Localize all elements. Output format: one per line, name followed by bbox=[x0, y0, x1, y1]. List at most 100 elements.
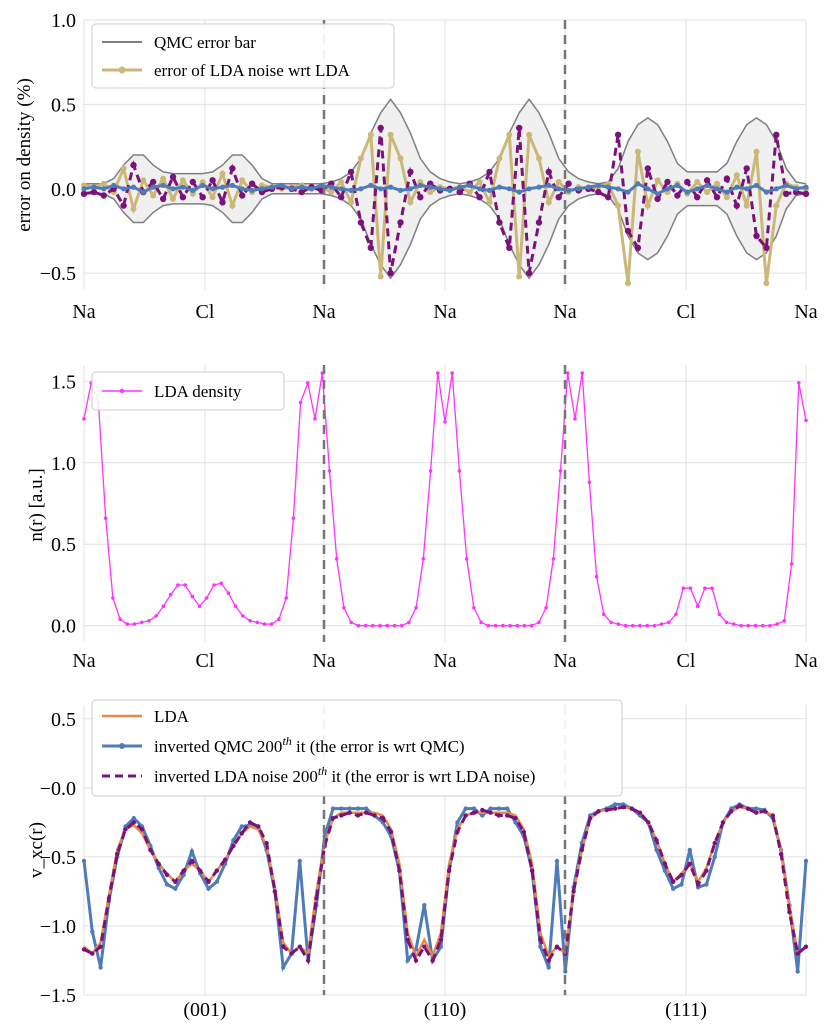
inverted-lda-noise-vxc-point bbox=[654, 838, 659, 843]
lda-density-point bbox=[168, 592, 173, 597]
inverted-lda-noise-error-point bbox=[209, 177, 216, 184]
inverted-qmc-vxc-point bbox=[239, 824, 244, 829]
lda-noise-error-point bbox=[229, 202, 236, 209]
lda-noise-error-point bbox=[625, 280, 631, 287]
p3-ylabel: v_xc(r) bbox=[26, 822, 47, 878]
lda-noise-error-point bbox=[367, 131, 374, 138]
inverted-qmc-vxc-point bbox=[704, 882, 709, 887]
lda-noise-error-point bbox=[773, 202, 780, 209]
inverted-lda-noise-vxc-point bbox=[139, 827, 145, 832]
inverted-qmc-error-point bbox=[635, 181, 641, 187]
inverted-qmc-vxc-point bbox=[554, 858, 560, 864]
lda-density-point bbox=[551, 557, 556, 561]
inverted-lda-noise-vxc-point bbox=[778, 851, 784, 857]
inverted-qmc-vxc-point bbox=[513, 820, 518, 825]
inverted-lda-noise-vxc-point bbox=[646, 820, 651, 825]
lda-density-point bbox=[450, 371, 455, 375]
lda-density-point bbox=[580, 371, 584, 375]
inverted-qmc-error-point bbox=[595, 182, 601, 188]
lda-density-point bbox=[436, 371, 440, 375]
inverted-lda-noise-vxc-point bbox=[770, 813, 775, 818]
inverted-qmc-error-point bbox=[585, 184, 592, 190]
inverted-qmc-error-point bbox=[121, 186, 127, 192]
inverted-lda-noise-error-point bbox=[397, 219, 404, 226]
inverted-lda-noise-vxc-point bbox=[538, 937, 543, 942]
inverted-lda-noise-error-point bbox=[713, 194, 721, 201]
inverted-lda-noise-vxc-point bbox=[596, 809, 601, 814]
inverted-qmc-error-point bbox=[437, 186, 443, 192]
inverted-qmc-vxc-point bbox=[654, 847, 659, 853]
inverted-qmc-vxc-point bbox=[563, 969, 568, 974]
lda-density-point bbox=[140, 620, 144, 625]
inverted-lda-noise-vxc-point bbox=[471, 810, 477, 815]
inverted-qmc-error-point bbox=[496, 184, 502, 190]
inverted-lda-noise-error-point bbox=[802, 190, 810, 197]
lda-density-point bbox=[789, 562, 794, 566]
inverted-lda-noise-vxc-point bbox=[164, 872, 170, 878]
inverted-lda-noise-vxc-point bbox=[206, 879, 211, 884]
legend-label-inverted-qmc: inverted QMC 200th it (the error is wrt … bbox=[154, 734, 465, 756]
p2-xtick-label: Na bbox=[433, 650, 456, 672]
lda-density-point bbox=[804, 418, 808, 423]
p1-xtick-label: Na bbox=[72, 301, 95, 323]
inverted-qmc-error-point bbox=[200, 182, 206, 188]
inverted-lda-noise-vxc-point bbox=[231, 843, 236, 849]
inverted-lda-noise-vxc-point bbox=[554, 944, 560, 949]
inverted-qmc-error-point bbox=[81, 186, 87, 192]
p2-legend-box bbox=[91, 371, 285, 411]
inverted-lda-noise-vxc-point bbox=[106, 896, 112, 901]
inverted-lda-noise-vxc-point bbox=[662, 861, 668, 866]
inverted-lda-noise-vxc-point bbox=[156, 861, 161, 866]
inverted-lda-noise-error-point bbox=[90, 188, 98, 196]
lda-density-point bbox=[775, 622, 779, 626]
inverted-qmc-vxc-point bbox=[339, 806, 344, 811]
inverted-qmc-error-point bbox=[358, 186, 364, 192]
inverted-lda-noise-vxc-point bbox=[115, 851, 120, 857]
p1-xtick-label: Na bbox=[312, 301, 335, 323]
inverted-qmc-error-point bbox=[477, 186, 483, 192]
inverted-lda-noise-error-point bbox=[239, 192, 246, 199]
inverted-lda-noise-error-point bbox=[367, 244, 374, 251]
inverted-qmc-vxc-point bbox=[712, 854, 717, 860]
inverted-qmc-error-point bbox=[605, 184, 611, 190]
inverted-lda-noise-vxc-point bbox=[529, 868, 535, 873]
inverted-lda-noise-error-point bbox=[595, 188, 602, 196]
p1-xtick-label: Na bbox=[794, 301, 817, 323]
inverted-lda-noise-error-point bbox=[407, 168, 414, 176]
lda-noise-error-point bbox=[486, 199, 493, 206]
inverted-qmc-error-point bbox=[289, 186, 295, 192]
lda-density-point bbox=[248, 619, 252, 623]
lda-density-point bbox=[667, 620, 671, 625]
inverted-qmc-error-point bbox=[694, 186, 700, 192]
inverted-lda-noise-error-point bbox=[387, 269, 394, 277]
inverted-lda-noise-error-point bbox=[476, 194, 483, 201]
inverted-lda-noise-error-point bbox=[743, 165, 750, 172]
p2-xtick-label: Na bbox=[72, 650, 95, 672]
lda-density-point bbox=[378, 623, 382, 628]
lda-density-point bbox=[609, 620, 613, 625]
p3-xcategory-label: (001) bbox=[183, 999, 226, 1021]
lda-density-point bbox=[717, 612, 722, 617]
inverted-lda-noise-vxc-point bbox=[372, 813, 377, 818]
inverted-qmc-vxc-point bbox=[131, 816, 136, 821]
p1-ytick-label: −0.5 bbox=[40, 263, 76, 285]
inverted-qmc-vxc-point bbox=[471, 806, 477, 811]
inverted-lda-noise-vxc-point bbox=[588, 816, 593, 821]
inverted-lda-noise-vxc-point bbox=[687, 861, 692, 866]
inverted-lda-noise-vxc-point bbox=[729, 809, 734, 814]
inverted-qmc-error-point bbox=[130, 184, 137, 190]
inverted-qmc-error-point bbox=[615, 186, 621, 192]
inverted-lda-noise-error-point bbox=[694, 194, 701, 201]
inverted-lda-noise-error-point bbox=[605, 194, 612, 201]
inverted-lda-noise-error-point bbox=[614, 131, 622, 138]
lda-density-point bbox=[746, 623, 750, 628]
lda-density-point bbox=[132, 622, 137, 626]
inverted-lda-noise-error-point bbox=[624, 227, 632, 235]
inverted-qmc-error-point bbox=[516, 189, 522, 195]
lda-density-point bbox=[399, 623, 404, 628]
lda-noise-error-point bbox=[536, 155, 542, 162]
inverted-qmc-error-point bbox=[249, 187, 255, 193]
inverted-lda-noise-error-point bbox=[100, 192, 108, 199]
inverted-lda-noise-vxc-point bbox=[289, 951, 294, 956]
inverted-qmc-error-point bbox=[467, 182, 473, 188]
